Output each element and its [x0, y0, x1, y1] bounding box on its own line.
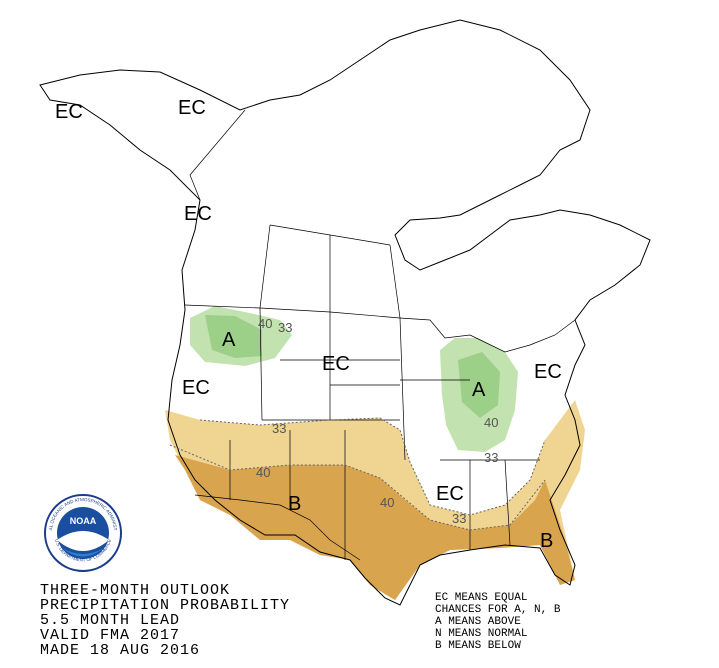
- logo-name: NOAA: [70, 516, 97, 526]
- us-canada-border: [184, 304, 576, 353]
- map-labels: EC EC EC A 40 33 EC EC A 40 EC 33 40 B 4…: [55, 97, 562, 552]
- legend-line: B MEANS BELOW: [435, 640, 521, 652]
- map-label: EC: [55, 101, 83, 123]
- footer-line: 5.5 MONTH LEAD: [40, 612, 180, 629]
- contour-label: 33: [272, 421, 286, 436]
- legend-line: EC MEANS EQUAL: [435, 592, 527, 604]
- logo-sea: [62, 548, 104, 557]
- map-label: EC: [184, 203, 212, 225]
- contour-label: 40: [258, 316, 272, 331]
- map-label: EC: [182, 377, 210, 399]
- legend-line: A MEANS ABOVE: [435, 616, 521, 628]
- coastline: [39, 19, 651, 606]
- footer-line: PRECIPITATION PROBABILITY: [40, 597, 290, 614]
- above-40-area-lakes: [458, 352, 500, 418]
- below-40-area: [175, 455, 575, 600]
- contour-line: [169, 444, 546, 531]
- map-label: B: [540, 530, 553, 552]
- contour-label: 40: [256, 465, 270, 480]
- footer-line: MADE 18 AUG 2016: [40, 642, 200, 659]
- contour-label: 33: [452, 511, 466, 526]
- map-label: EC: [178, 97, 206, 119]
- contour-label: 40: [484, 415, 498, 430]
- contour-label: 33: [484, 450, 498, 465]
- contour-label: 40: [380, 495, 394, 510]
- map-label: A: [222, 329, 236, 351]
- contour-label: 33: [278, 320, 292, 335]
- map-label: EC: [322, 353, 350, 375]
- footer-line: THREE-MONTH OUTLOOK: [40, 582, 230, 599]
- map-label: A: [472, 379, 486, 401]
- logo-gull: [57, 531, 109, 551]
- map-label: EC: [436, 483, 464, 505]
- map-label: B: [288, 493, 301, 515]
- above-40-area-northwest: [205, 315, 262, 358]
- legend: EC MEANS EQUAL CHANCES FOR A, N, B A MEA…: [435, 592, 561, 652]
- footer-line: VALID FMA 2017: [40, 627, 180, 644]
- legend-line: CHANCES FOR A, N, B: [435, 604, 561, 616]
- contour-line: [199, 417, 546, 516]
- us-mexico-border: [194, 494, 361, 561]
- alaska-border: [189, 109, 246, 201]
- canada-provinces: [259, 224, 401, 319]
- legend-line: N MEANS NORMAL: [435, 628, 527, 640]
- map-label: EC: [534, 361, 562, 383]
- footer: THREE-MONTH OUTLOOK PRECIPITATION PROBAB…: [40, 582, 290, 659]
